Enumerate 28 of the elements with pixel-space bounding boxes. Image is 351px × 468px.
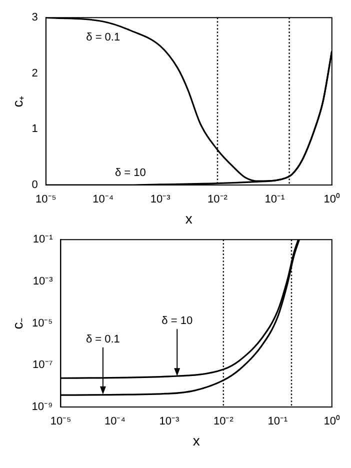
y-tick-label: 10⁻⁵ — [32, 317, 53, 330]
x-tick-label: 10⁻⁴ — [92, 194, 114, 206]
x-tick-label: 10⁰ — [324, 414, 340, 428]
y-tick-label: 10⁻⁹ — [32, 401, 53, 414]
y-axis-title: c₊ — [9, 95, 26, 108]
x-axis-title: x — [185, 210, 192, 226]
y-tick-label: 3 — [32, 12, 38, 24]
x-tick-label: 10⁻³ — [150, 194, 171, 206]
y-tick-label: 10⁻⁷ — [32, 359, 53, 372]
y-tick-label: 2 — [32, 67, 38, 80]
annotation: δ = 0.1 — [86, 333, 120, 346]
y-tick-label: 10⁻¹ — [32, 234, 54, 246]
x-tick-label: 10⁻¹ — [264, 194, 285, 206]
annotation: δ = 10 — [162, 315, 193, 328]
x-tick-label: 10⁻⁴ — [104, 416, 126, 428]
x-tick-label: 10⁻⁵ — [50, 416, 72, 428]
y-axis-title: c₋ — [9, 317, 26, 330]
y-tick-label: 1 — [32, 123, 38, 136]
x-tick-label: 10⁻³ — [159, 416, 180, 428]
annotation: δ = 0.1 — [86, 32, 120, 44]
y-tick-label: 0 — [32, 179, 38, 192]
y-tick-label: 10⁻³ — [32, 275, 54, 288]
x-tick-label: 10⁻² — [208, 194, 228, 206]
x-tick-label: 10⁻² — [213, 416, 234, 428]
annotation: δ = 10 — [114, 167, 146, 180]
x-tick-label: 10⁰ — [324, 192, 340, 206]
x-axis-title: x — [192, 432, 200, 448]
x-tick-label: 10⁻¹ — [268, 416, 288, 428]
